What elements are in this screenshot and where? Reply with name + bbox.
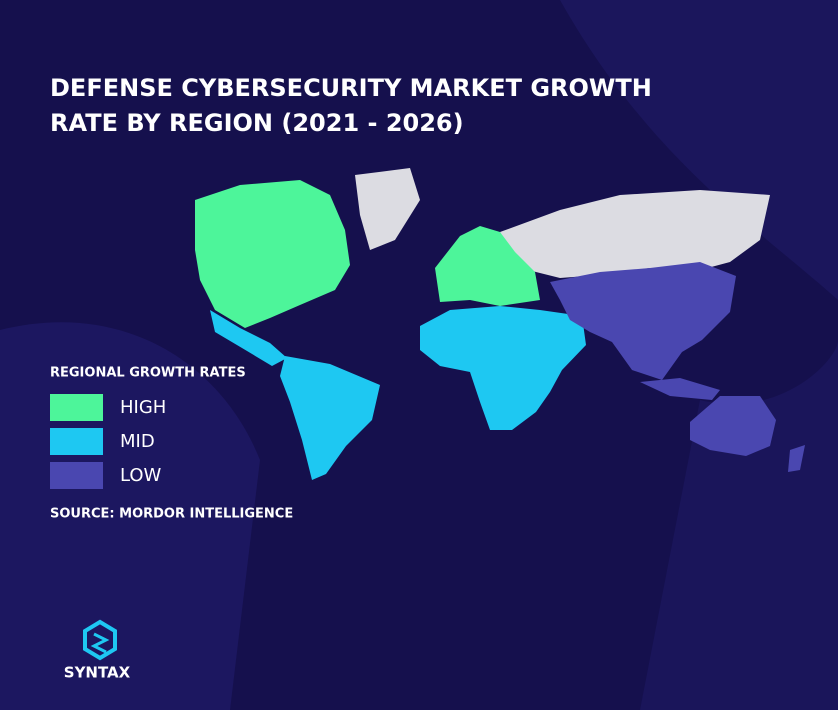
north-america: [195, 180, 350, 328]
legend-label: MID: [120, 431, 155, 452]
title-line: RATE BY REGION (2021 - 2026): [50, 109, 464, 137]
central-america: [210, 310, 287, 366]
legend: HIGH MID LOW: [50, 394, 166, 489]
bg-shape: [560, 0, 838, 300]
russia: [500, 190, 770, 278]
south-america: [280, 356, 380, 480]
indonesia: [640, 378, 720, 400]
australia: [690, 396, 776, 456]
new-zealand: [788, 445, 805, 472]
source: SOURCE: MORDOR INTELLIGENCE: [50, 507, 293, 522]
world-map: [195, 168, 805, 480]
greenland: [355, 168, 420, 250]
europe: [435, 226, 540, 306]
asia: [550, 262, 736, 380]
africa-middle-east: [420, 306, 586, 430]
legend-label: LOW: [120, 465, 162, 486]
legend-title: REGIONAL GROWTH RATES: [50, 366, 246, 381]
legend-swatch: [50, 394, 103, 421]
bg-shape: [640, 340, 838, 710]
legend-swatch: [50, 428, 103, 455]
legend-swatch: [50, 462, 103, 489]
logo-icon: [83, 619, 117, 661]
legend-label: HIGH: [120, 397, 166, 418]
logo-glyph: [90, 632, 110, 654]
title-line: DEFENSE CYBERSECURITY MARKET GROWTH: [50, 74, 652, 102]
logo-name: SYNTAX: [64, 664, 131, 682]
